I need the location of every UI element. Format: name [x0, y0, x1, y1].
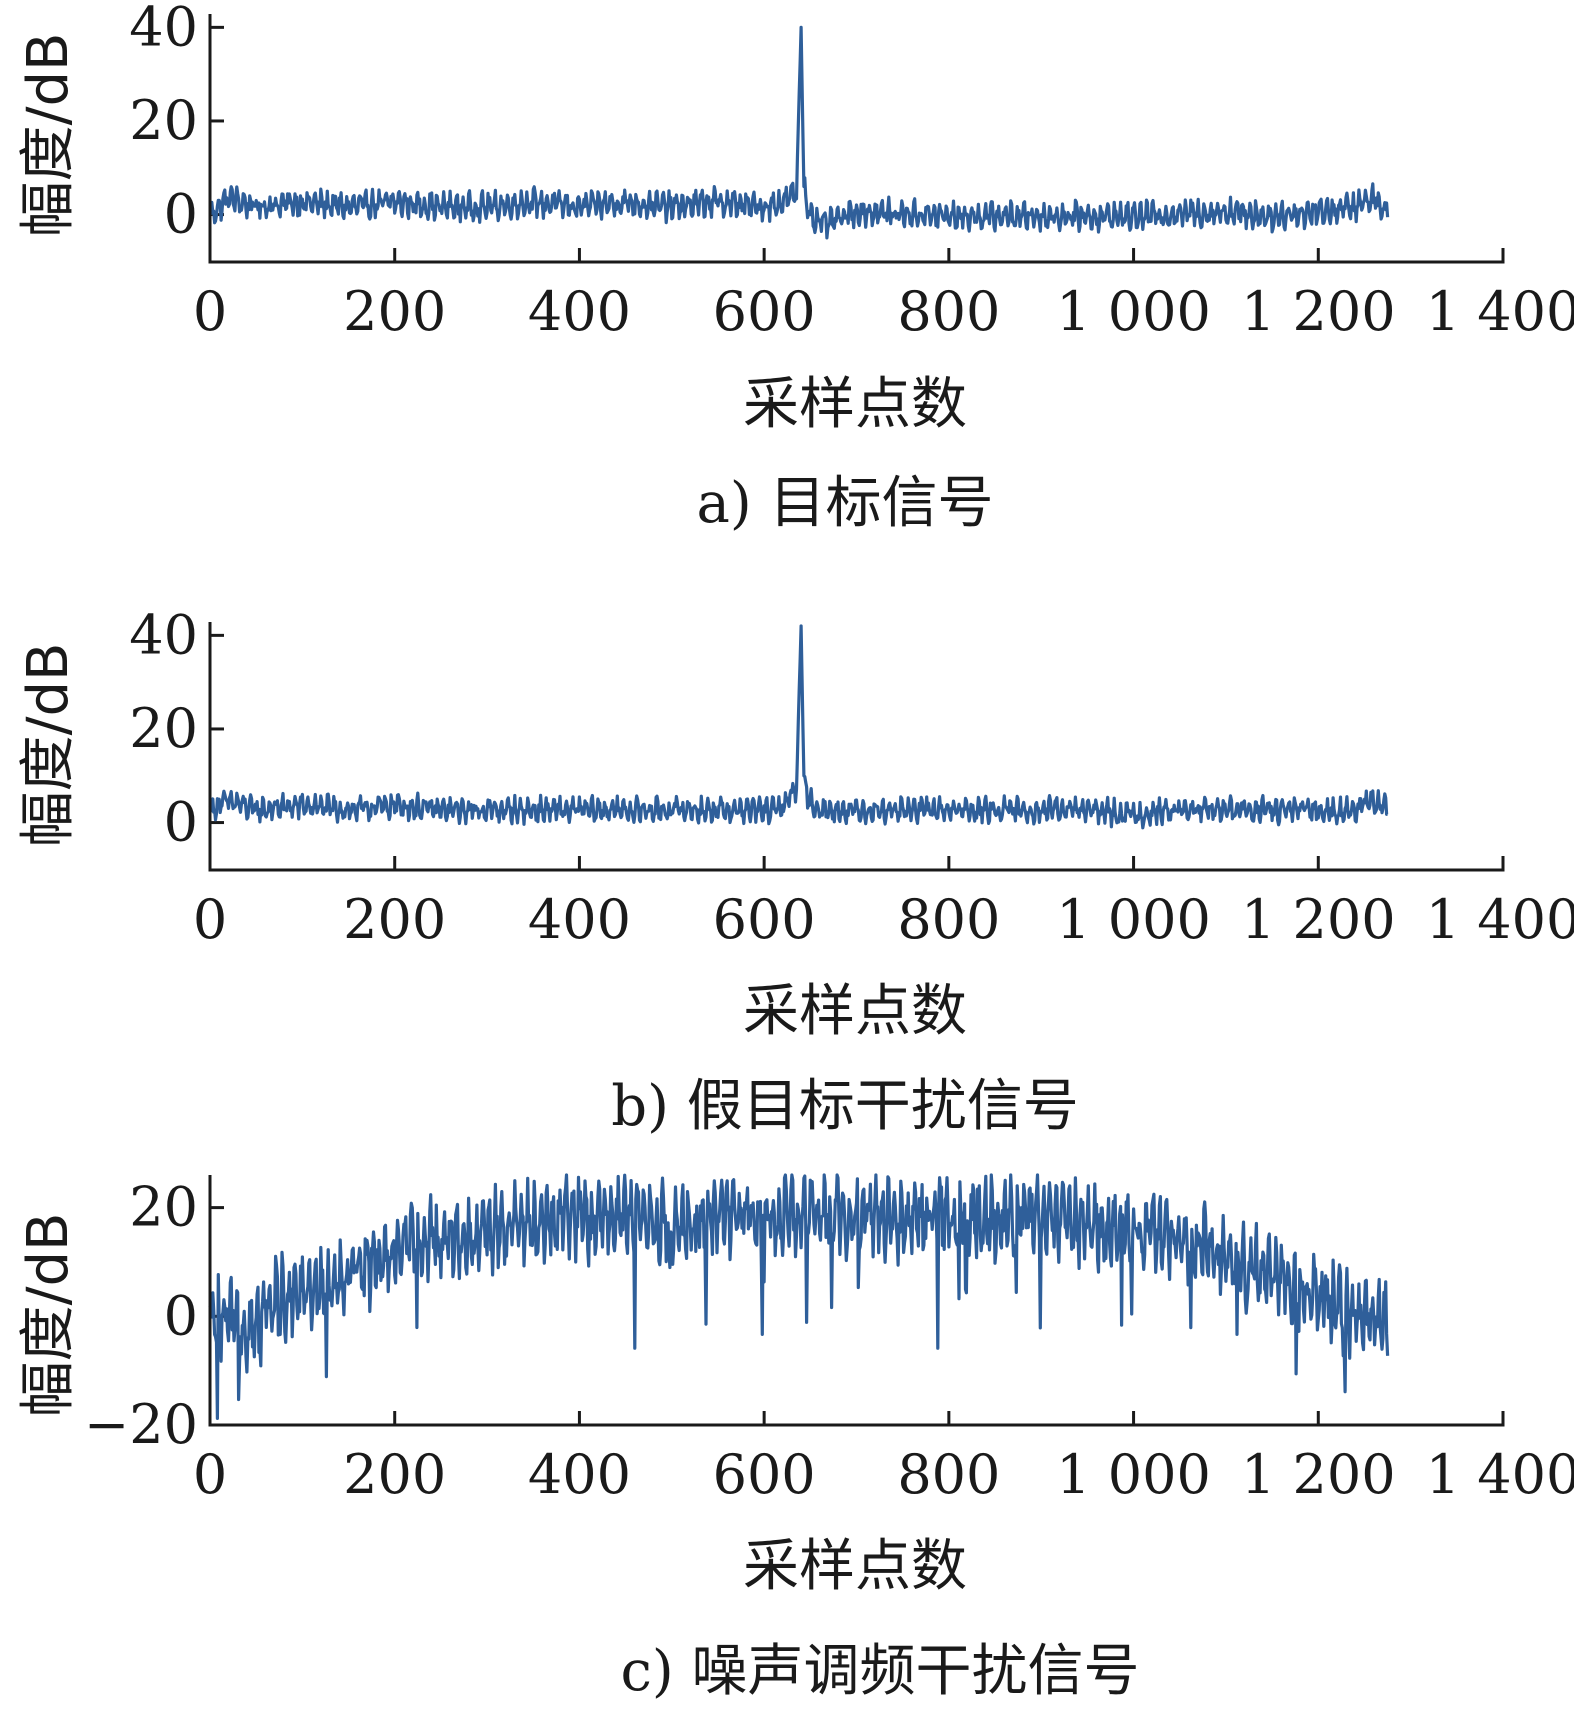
x-tick-label: 1 200: [1241, 888, 1396, 951]
x-tick-label: 1 200: [1241, 280, 1396, 343]
x-tick-label: 1 000: [1056, 1443, 1211, 1506]
x-axis-title: 采样点数: [743, 1534, 967, 1599]
y-axis-title-text: 幅度/dB: [16, 1213, 81, 1418]
y-tick-label: 20: [129, 89, 198, 152]
y-tick-label: 0: [164, 791, 198, 854]
y-ticks: 0 20 40: [129, 0, 224, 246]
y-axis-title: 幅度/dB: [16, 1213, 81, 1418]
x-tick-label: 200: [343, 1443, 446, 1506]
series-line: [208, 25, 1390, 240]
x-tick-label: 400: [528, 1443, 631, 1506]
x-tick-label: 1 400: [1426, 1443, 1574, 1506]
x-tick-label: 600: [713, 280, 816, 343]
x-tick-label: 800: [897, 1443, 1000, 1506]
series-line: [208, 1173, 1390, 1420]
y-axis-title-text: 幅度/dB: [16, 33, 81, 238]
axis-frame: [208, 1175, 1505, 1427]
chart-panel-b: 幅度/dB 0 20 40 0 200 400 600 800 1 000 1 200 1 400…: [16, 603, 1574, 1139]
panel-caption: a) 目标信号: [696, 471, 993, 536]
axis-frame: [208, 14, 1505, 264]
y-ticks: 0 20 40: [129, 603, 224, 854]
x-tick-label: 1 400: [1426, 888, 1574, 951]
y-tick-label: 40: [129, 603, 198, 666]
x-tick-label: 1 000: [1056, 280, 1211, 343]
panel-caption: c) 噪声调频干扰信号: [620, 1639, 1139, 1704]
x-tick-label: 400: [528, 888, 631, 951]
y-axis-title: 幅度/dB: [16, 643, 81, 848]
panel-caption: b) 假目标干扰信号: [611, 1074, 1079, 1139]
x-tick-label: 0: [193, 888, 227, 951]
y-tick-label: 0: [164, 183, 198, 246]
x-tick-label: 200: [343, 280, 446, 343]
x-tick-label: 400: [528, 280, 631, 343]
y-tick-label: 0: [164, 1284, 198, 1347]
y-axis-title-text: 幅度/dB: [16, 643, 81, 848]
x-tick-label: 0: [193, 1443, 227, 1506]
x-tick-label: 0: [193, 280, 227, 343]
x-tick-label: 1 200: [1241, 1443, 1396, 1506]
x-tick-label: 600: [713, 888, 816, 951]
y-tick-label: 20: [129, 697, 198, 760]
chart-panel-a: 幅度/dB 0 20 40 0 200 400 600 800 1 000 1 200 1 400…: [16, 0, 1574, 536]
series-line: [208, 624, 1389, 830]
x-ticks: 0 200 400 600 800 1 000 1 200 1 400: [193, 856, 1574, 951]
x-tick-label: 1 000: [1056, 888, 1211, 951]
axis-frame: [208, 622, 1505, 872]
y-tick-label: −20: [84, 1393, 198, 1456]
y-axis-title: 幅度/dB: [16, 33, 81, 238]
y-tick-label: 20: [129, 1176, 198, 1239]
x-axis-title: 采样点数: [743, 372, 967, 437]
x-tick-label: 600: [713, 1443, 816, 1506]
y-tick-label: 40: [129, 0, 198, 58]
x-tick-label: 800: [897, 280, 1000, 343]
x-tick-label: 200: [343, 888, 446, 951]
x-axis-title: 采样点数: [743, 979, 967, 1044]
x-tick-label: 800: [897, 888, 1000, 951]
x-tick-label: 1 400: [1426, 280, 1574, 343]
y-ticks: −20 0 20: [84, 1176, 224, 1456]
x-ticks: 0 200 400 600 800 1 000 1 200 1 400: [193, 248, 1574, 343]
